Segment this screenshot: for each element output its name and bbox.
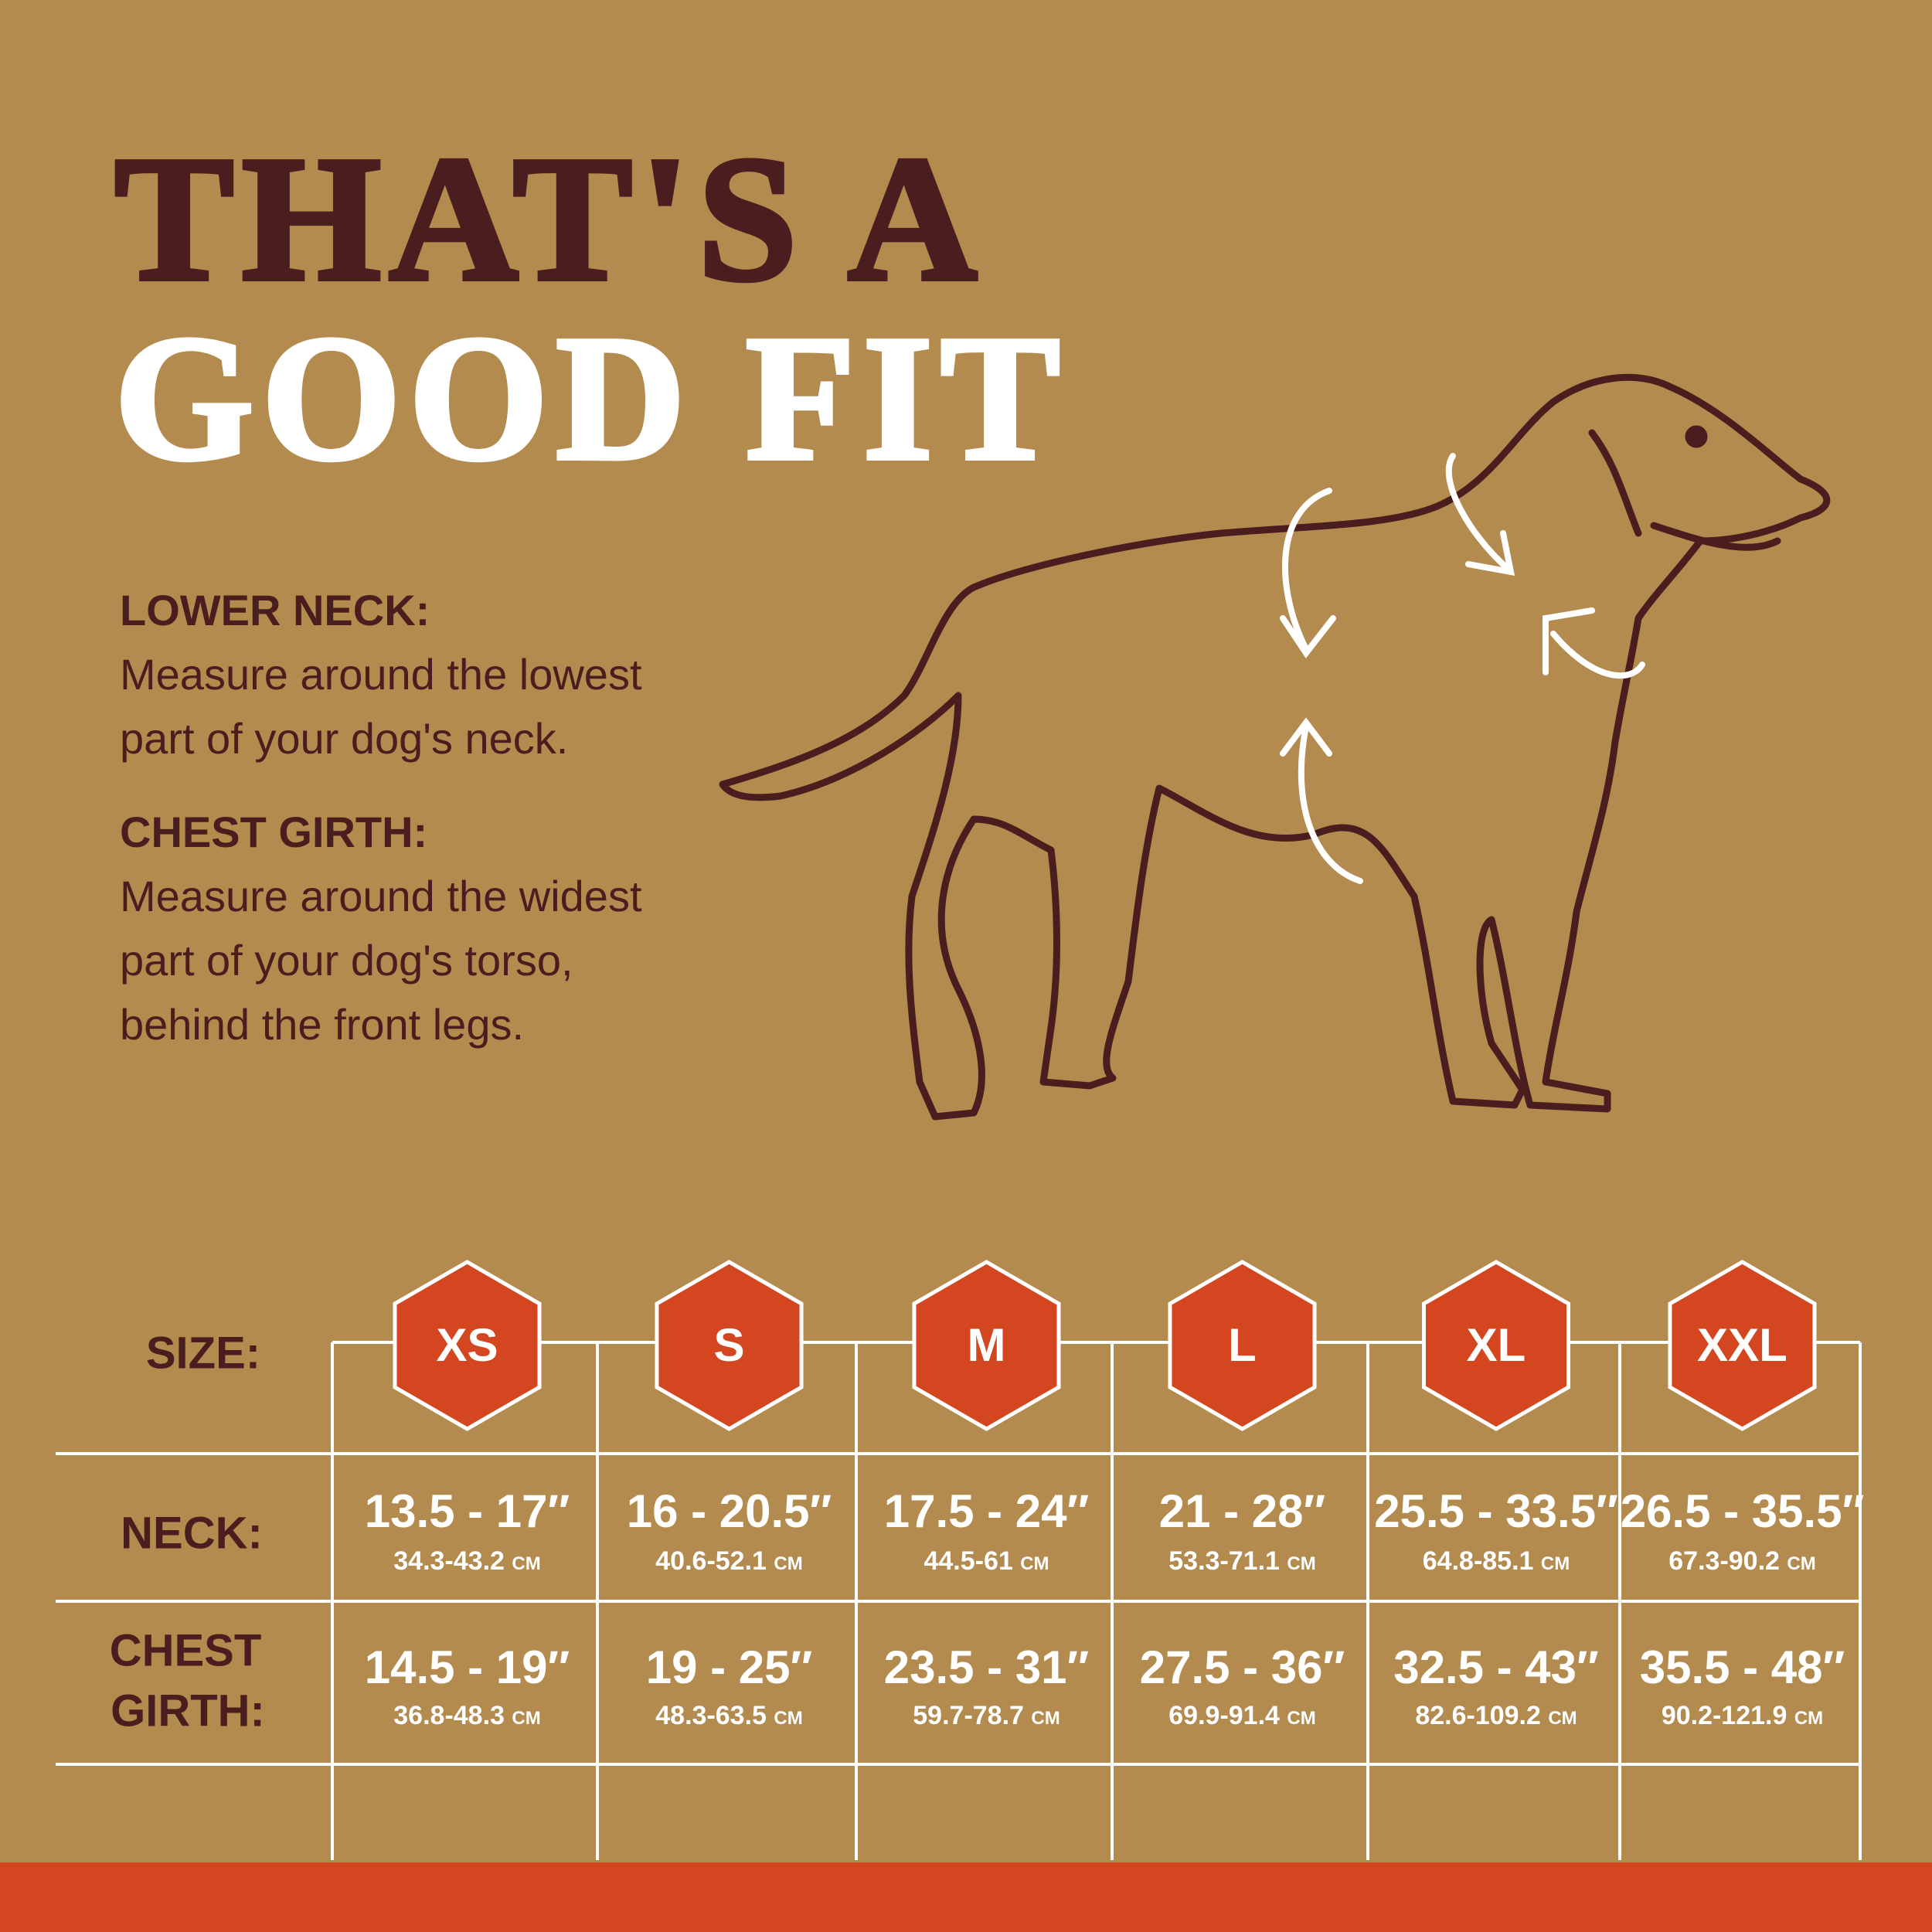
measure-cm: 53.3-71.1 cm xyxy=(1168,1546,1315,1576)
row-label: GIRTH: xyxy=(111,1685,265,1736)
instruction-text: Measure around the widest part of your d… xyxy=(120,872,642,1049)
measure-inches: 17.5 - 24″ xyxy=(884,1485,1090,1537)
measure-cm: 34.3-43.2 cm xyxy=(393,1546,540,1576)
measure-inches: 35.5 - 48″ xyxy=(1640,1641,1845,1693)
row-label: CHEST xyxy=(110,1625,262,1675)
size-name: M xyxy=(968,1319,1006,1371)
measure-inches: 25.5 - 33.5″ xyxy=(1374,1485,1618,1537)
measure-inches: 21 - 28″ xyxy=(1159,1485,1326,1537)
measure-inches: 23.5 - 31″ xyxy=(884,1641,1090,1693)
measure-inches: 19 - 25″ xyxy=(646,1641,813,1693)
measure-cm: 69.9-91.4 cm xyxy=(1168,1701,1315,1730)
size-badge xyxy=(1168,1260,1317,1431)
measure-cm: 59.7-78.7 cm xyxy=(913,1701,1060,1730)
size-name: XL xyxy=(1467,1319,1526,1371)
dog-illustration xyxy=(719,373,1831,1121)
measure-cm: 36.8-48.3 cm xyxy=(393,1701,540,1730)
size-badge xyxy=(393,1260,542,1431)
measure-inches: 27.5 - 36″ xyxy=(1140,1641,1345,1693)
measure-cm: 40.6-52.1 cm xyxy=(655,1546,802,1576)
size-badge xyxy=(912,1260,1061,1431)
measure-cm: 82.6-109.2 cm xyxy=(1415,1701,1577,1730)
measure-inches: 13.5 - 17″ xyxy=(365,1485,570,1537)
size-badge xyxy=(1668,1260,1817,1431)
instruction: LOWER NECK: Measure around the lowest pa… xyxy=(120,578,707,770)
footer-bar xyxy=(0,1862,1932,1932)
measure-cm: 90.2-121.9 cm xyxy=(1662,1701,1823,1730)
instruction-heading: LOWER NECK: xyxy=(120,586,430,634)
measure-cm: 64.8-85.1 cm xyxy=(1423,1546,1570,1576)
size-name: XS xyxy=(436,1319,498,1371)
size-badge xyxy=(1421,1260,1571,1431)
row-label: SIZE: xyxy=(146,1328,260,1378)
size-badge xyxy=(655,1260,804,1431)
instruction: CHEST GIRTH: Measure around the widest p… xyxy=(120,800,707,1056)
measure-cm: 48.3-63.5 cm xyxy=(655,1701,802,1730)
title-line-1: THAT'S A xyxy=(112,120,985,318)
measure-arrows xyxy=(1280,453,1645,884)
measure-inches: 16 - 20.5″ xyxy=(627,1485,832,1537)
measure-inches: 32.5 - 43″ xyxy=(1393,1641,1599,1693)
row-label: NECK: xyxy=(121,1508,263,1558)
measure-inches: 26.5 - 35.5″ xyxy=(1621,1485,1865,1537)
measure-inches: 14.5 - 19″ xyxy=(365,1641,570,1693)
instruction-heading: CHEST GIRTH: xyxy=(120,808,428,856)
size-name: XXL xyxy=(1697,1319,1787,1371)
measure-cm: 44.5-61 cm xyxy=(923,1546,1049,1576)
measure-cm: 67.3-90.2 cm xyxy=(1668,1546,1815,1576)
size-name: S xyxy=(713,1319,744,1371)
size-table: SIZE: NECK: CHEST GIRTH: XS 13.5 - 17″ 34.3-43… xyxy=(56,1260,1865,1860)
instruction-text: Measure around the lowest part of your d… xyxy=(120,650,642,763)
title-line-2: GOOD FIT xyxy=(112,299,1068,498)
size-name: L xyxy=(1228,1319,1257,1371)
